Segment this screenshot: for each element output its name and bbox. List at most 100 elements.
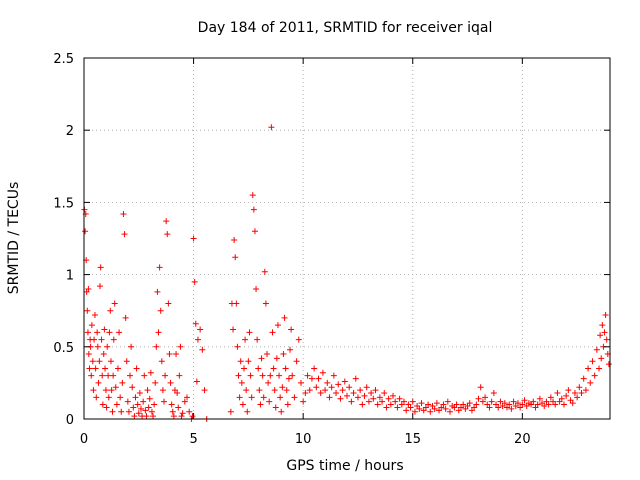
data-point bbox=[326, 394, 333, 401]
data-point bbox=[431, 405, 438, 412]
data-point bbox=[486, 404, 493, 411]
data-point bbox=[311, 365, 318, 372]
data-point bbox=[104, 343, 111, 350]
data-point bbox=[444, 398, 451, 405]
data-point bbox=[163, 218, 170, 225]
data-point bbox=[495, 404, 502, 411]
data-point bbox=[287, 346, 294, 353]
data-point bbox=[282, 365, 289, 372]
data-point bbox=[270, 365, 277, 372]
data-point bbox=[598, 355, 605, 362]
data-point bbox=[387, 401, 394, 408]
x-tick-label: 15 bbox=[404, 432, 421, 447]
data-point bbox=[442, 405, 449, 412]
data-point bbox=[591, 372, 598, 379]
data-point bbox=[372, 387, 379, 394]
data-point bbox=[258, 355, 265, 362]
data-point bbox=[236, 394, 243, 401]
data-point bbox=[91, 336, 98, 343]
data-point bbox=[376, 394, 383, 401]
data-point bbox=[427, 408, 434, 415]
data-point bbox=[142, 407, 149, 414]
data-point bbox=[105, 372, 112, 379]
data-point bbox=[99, 401, 106, 408]
data-point bbox=[84, 329, 91, 336]
data-point bbox=[134, 401, 141, 408]
data-point bbox=[361, 392, 368, 399]
data-point bbox=[411, 408, 418, 415]
data-point bbox=[425, 401, 432, 408]
y-tick-label: 0.5 bbox=[53, 341, 74, 356]
data-point bbox=[348, 398, 355, 405]
data-point bbox=[155, 329, 162, 336]
data-point bbox=[113, 401, 120, 408]
data-point bbox=[97, 264, 104, 271]
data-point bbox=[547, 394, 554, 401]
data-point bbox=[147, 369, 154, 376]
data-point bbox=[117, 394, 124, 401]
data-point bbox=[122, 314, 129, 321]
data-point bbox=[119, 379, 126, 386]
data-point bbox=[574, 394, 581, 401]
data-point bbox=[86, 365, 93, 372]
data-point bbox=[99, 372, 106, 379]
data-point bbox=[111, 300, 118, 307]
data-point bbox=[91, 312, 98, 319]
data-point bbox=[284, 401, 291, 408]
data-point bbox=[262, 300, 269, 307]
data-point bbox=[156, 264, 163, 271]
data-point bbox=[602, 312, 609, 319]
data-point bbox=[255, 365, 262, 372]
data-point bbox=[605, 361, 612, 368]
data-point bbox=[102, 365, 109, 372]
data-point bbox=[482, 394, 489, 401]
data-point bbox=[394, 404, 401, 411]
data-point bbox=[580, 375, 587, 382]
data-point bbox=[514, 400, 521, 407]
data-point bbox=[151, 401, 158, 408]
data-point bbox=[85, 351, 92, 358]
data-point bbox=[259, 372, 266, 379]
data-point bbox=[118, 408, 125, 415]
data-point bbox=[322, 387, 329, 394]
data-point bbox=[235, 372, 242, 379]
plot-frame bbox=[83, 57, 611, 420]
data-point bbox=[265, 379, 272, 386]
data-point bbox=[297, 379, 304, 386]
data-point bbox=[160, 398, 167, 405]
data-point bbox=[157, 307, 164, 314]
data-point bbox=[400, 398, 407, 405]
data-point bbox=[98, 336, 105, 343]
data-point bbox=[174, 390, 181, 397]
x-tick-label: 5 bbox=[189, 432, 197, 447]
data-points bbox=[81, 124, 612, 422]
data-point bbox=[106, 329, 113, 336]
data-point bbox=[190, 235, 197, 242]
data-point bbox=[433, 400, 440, 407]
data-point bbox=[308, 375, 315, 382]
data-point bbox=[96, 358, 103, 365]
data-point bbox=[101, 326, 108, 333]
data-point bbox=[272, 404, 279, 411]
data-point bbox=[306, 387, 313, 394]
data-point bbox=[121, 231, 128, 238]
x-tick-label: 0 bbox=[80, 432, 88, 447]
data-point bbox=[390, 392, 397, 399]
data-point bbox=[253, 286, 260, 293]
data-point bbox=[541, 403, 548, 410]
data-point bbox=[256, 387, 263, 394]
data-point bbox=[112, 384, 119, 391]
data-point bbox=[344, 392, 350, 399]
data-point bbox=[175, 404, 182, 411]
data-point bbox=[108, 387, 115, 394]
data-point bbox=[475, 395, 482, 402]
data-point bbox=[317, 390, 324, 397]
data-point bbox=[601, 329, 608, 336]
data-point bbox=[403, 407, 410, 414]
data-point bbox=[333, 390, 340, 397]
data-point bbox=[192, 320, 199, 327]
data-point bbox=[242, 336, 249, 343]
data-point bbox=[110, 372, 117, 379]
data-point bbox=[141, 372, 148, 379]
